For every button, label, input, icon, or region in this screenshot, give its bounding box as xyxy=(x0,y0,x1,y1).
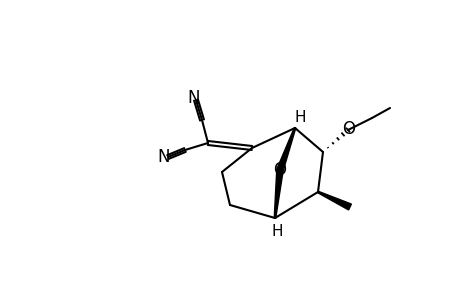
Text: O: O xyxy=(273,161,286,179)
Text: H: H xyxy=(271,224,282,238)
Text: N: N xyxy=(187,89,200,107)
Polygon shape xyxy=(317,191,351,210)
Text: O: O xyxy=(342,120,355,138)
Polygon shape xyxy=(276,128,295,171)
Text: H: H xyxy=(294,110,305,124)
Text: N: N xyxy=(157,148,170,166)
Polygon shape xyxy=(274,170,283,218)
